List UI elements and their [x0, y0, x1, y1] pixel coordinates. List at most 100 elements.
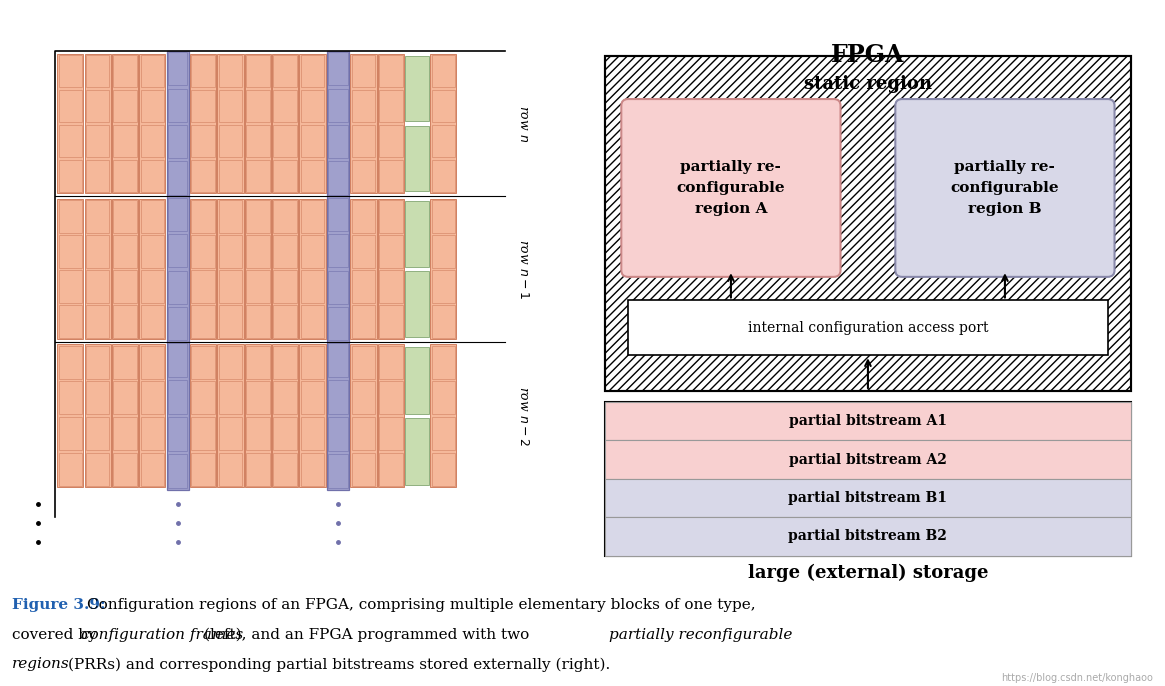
Bar [58, 270, 82, 303]
Bar [431, 305, 456, 338]
Bar [219, 160, 242, 192]
Bar [379, 346, 403, 379]
Bar [246, 200, 269, 233]
Text: partially reconfigurable: partially reconfigurable [609, 628, 792, 641]
Bar [113, 160, 136, 192]
Bar [274, 305, 297, 338]
Bar [113, 417, 136, 450]
Bar [168, 161, 188, 195]
Bar [274, 417, 297, 450]
Bar [113, 125, 136, 157]
Bar [301, 235, 324, 268]
Bar [606, 56, 1130, 391]
Bar [139, 344, 165, 487]
Bar [246, 235, 269, 268]
Bar [168, 454, 188, 488]
Bar [352, 90, 375, 122]
Bar [351, 199, 376, 339]
Bar [219, 270, 242, 303]
Bar [379, 305, 403, 338]
Bar [274, 125, 297, 157]
Bar [86, 270, 110, 303]
Text: (left), and an FPGA programmed with two: (left), and an FPGA programmed with two [204, 628, 529, 642]
Bar [326, 51, 350, 196]
Bar [431, 270, 456, 303]
Bar [113, 346, 136, 379]
Bar [219, 55, 242, 87]
Bar [405, 56, 429, 121]
Text: (PRRs) and corresponding partial bitstreams stored externally (right).: (PRRs) and corresponding partial bitstre… [68, 657, 609, 672]
Bar [112, 54, 139, 193]
Bar [329, 270, 347, 304]
Bar [141, 270, 164, 303]
Text: large (external) storage: large (external) storage [748, 564, 988, 582]
Text: covered by: covered by [12, 628, 101, 641]
Bar [57, 54, 84, 193]
Bar [299, 54, 326, 193]
Bar [329, 52, 347, 86]
Bar [86, 381, 110, 414]
Bar [246, 160, 269, 192]
Bar [219, 346, 242, 379]
Bar [58, 90, 82, 122]
Bar [431, 125, 456, 157]
Text: partially re-
configurable
region B: partially re- configurable region B [951, 161, 1059, 215]
Bar [301, 270, 324, 303]
Bar [57, 344, 84, 487]
Text: internal configuration access port: internal configuration access port [748, 321, 988, 335]
Bar [86, 235, 110, 268]
Bar [606, 517, 1130, 556]
Bar [377, 54, 404, 193]
Bar [191, 453, 216, 486]
Bar [141, 200, 164, 233]
Bar [377, 344, 404, 487]
Bar [352, 346, 375, 379]
Bar [329, 198, 347, 231]
Bar [405, 201, 429, 267]
Bar [628, 300, 1108, 355]
Text: partial bitstream A1: partial bitstream A1 [789, 414, 947, 428]
Bar [112, 199, 139, 339]
Text: FPGA: FPGA [832, 43, 904, 67]
Bar [141, 417, 164, 450]
Bar [58, 235, 82, 268]
Bar [58, 417, 82, 450]
Bar [113, 235, 136, 268]
Bar [377, 199, 404, 339]
Bar [58, 305, 82, 338]
Bar [85, 199, 111, 339]
Bar [379, 417, 403, 450]
Bar [167, 342, 189, 490]
Bar [86, 160, 110, 192]
Bar [273, 54, 298, 193]
Bar [246, 90, 269, 122]
Bar [351, 54, 376, 193]
Bar [86, 305, 110, 338]
Bar [218, 54, 243, 193]
Bar [113, 453, 136, 486]
Bar [351, 344, 376, 487]
Bar [218, 344, 243, 487]
Bar [141, 235, 164, 268]
Bar [168, 88, 188, 122]
Bar [405, 346, 429, 414]
Bar [141, 90, 164, 122]
Bar [430, 54, 457, 193]
Bar [168, 270, 188, 304]
Bar [405, 271, 429, 337]
Bar [168, 417, 188, 451]
Bar [431, 235, 456, 268]
Bar [141, 346, 164, 379]
Bar [58, 346, 82, 379]
Bar [85, 344, 111, 487]
Bar [301, 125, 324, 157]
Bar [431, 453, 456, 486]
Bar [191, 90, 216, 122]
Bar [329, 307, 347, 340]
Bar [606, 56, 1130, 391]
Bar [191, 346, 216, 379]
Bar [113, 55, 136, 87]
Bar [329, 343, 347, 377]
Bar [191, 55, 216, 87]
Bar [299, 344, 326, 487]
